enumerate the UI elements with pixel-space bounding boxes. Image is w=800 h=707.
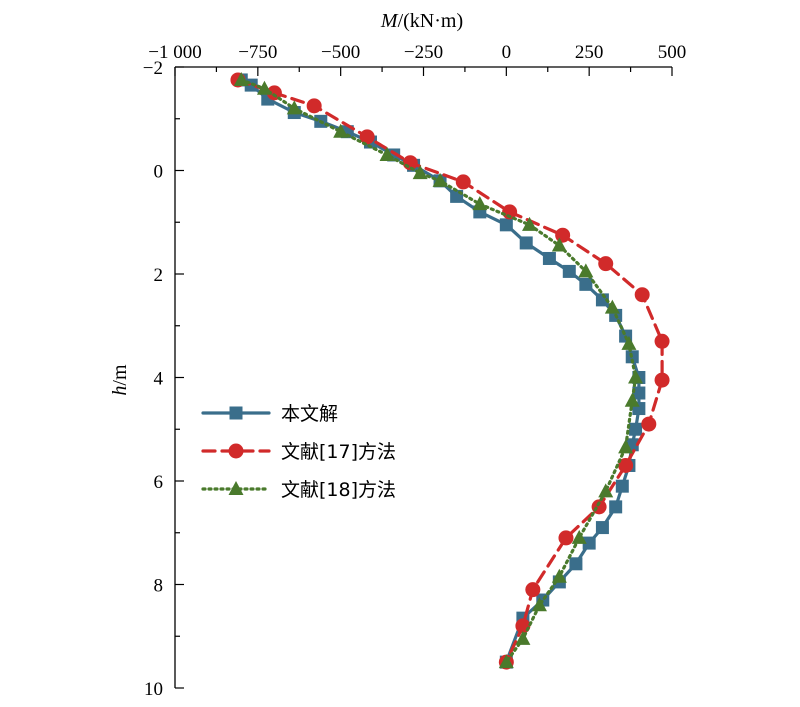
data-point — [562, 264, 576, 278]
data-point — [555, 227, 571, 243]
data-point — [455, 174, 471, 190]
data-point — [256, 80, 272, 95]
data-point — [624, 392, 640, 407]
data-point — [654, 372, 670, 388]
x-tick-label: −250 — [404, 42, 443, 63]
y-tick-label: −2 — [143, 58, 163, 79]
series-line — [239, 78, 641, 664]
data-point — [654, 333, 670, 349]
y-tick-label: 8 — [154, 576, 164, 597]
y-tick-label: 2 — [154, 265, 164, 286]
x-axis-title-unit: /(kN·m) — [398, 10, 464, 32]
x-axis-title: M/(kN·m) — [380, 10, 463, 32]
data-point — [598, 483, 614, 498]
legend-label: 文献[17]方法 — [281, 441, 396, 463]
data-point — [515, 630, 531, 645]
series-1 — [234, 73, 646, 669]
legend-label: 文献[18]方法 — [281, 479, 396, 501]
data-point — [598, 256, 614, 272]
data-point — [306, 98, 322, 114]
x-tick-label: 0 — [502, 42, 512, 63]
legend-marker — [228, 481, 244, 495]
data-point — [233, 71, 249, 86]
x-tick-label: 500 — [658, 42, 687, 63]
data-point — [629, 422, 643, 436]
data-point — [499, 218, 513, 232]
legend-marker — [229, 406, 243, 420]
y-tick-label: 6 — [154, 472, 164, 493]
data-point — [525, 582, 541, 598]
data-point — [551, 237, 567, 252]
data-point — [609, 500, 623, 514]
data-point — [634, 287, 650, 303]
data-point — [618, 439, 634, 454]
y-axis-title: h/m — [109, 364, 131, 396]
data-point — [595, 521, 609, 535]
data-point — [632, 386, 646, 400]
series-3 — [233, 71, 644, 669]
data-point — [628, 369, 644, 384]
data-point — [359, 129, 375, 145]
data-point — [618, 457, 634, 473]
data-point — [582, 536, 596, 550]
plot-area — [230, 71, 670, 670]
y-axis-title-italic: h — [109, 386, 131, 396]
data-point — [641, 416, 657, 432]
data-point — [472, 196, 488, 211]
data-point — [604, 299, 620, 314]
data-point — [615, 479, 629, 493]
data-point — [379, 146, 395, 161]
data-point — [266, 85, 282, 101]
series-line — [239, 78, 638, 664]
data-point — [522, 216, 538, 231]
data-point — [558, 530, 574, 546]
data-point — [571, 529, 587, 544]
y-axis-title-unit: /m — [109, 364, 131, 386]
legend-label: 本文解 — [281, 403, 338, 425]
data-point — [579, 277, 593, 291]
data-point — [286, 100, 302, 115]
x-axis-title-italic: M — [380, 10, 399, 32]
data-point — [551, 568, 567, 583]
data-point — [519, 236, 533, 250]
x-tick-label: −750 — [238, 42, 277, 63]
x-tick-label: 250 — [575, 42, 604, 63]
y-tick-label: 10 — [144, 679, 163, 700]
y-tick-label: 0 — [154, 162, 164, 183]
data-point — [621, 335, 637, 350]
data-point — [542, 251, 556, 265]
x-tick-label: −1 000 — [148, 42, 201, 63]
x-tick-label: −500 — [321, 42, 360, 63]
y-tick-label: 4 — [154, 369, 164, 390]
data-point — [498, 654, 514, 669]
series-line — [236, 78, 664, 664]
data-point — [531, 597, 547, 612]
legend-marker — [228, 443, 244, 459]
data-point — [569, 557, 583, 571]
data-point — [432, 172, 448, 187]
data-point — [578, 263, 594, 278]
data-point — [333, 123, 349, 138]
data-point — [502, 204, 518, 220]
series-2 — [230, 72, 670, 670]
axes: −1 000 −750 −500 −250 0 250 500 −2 0 2 4 6 8 10 — [143, 42, 686, 700]
data-point — [412, 165, 428, 180]
